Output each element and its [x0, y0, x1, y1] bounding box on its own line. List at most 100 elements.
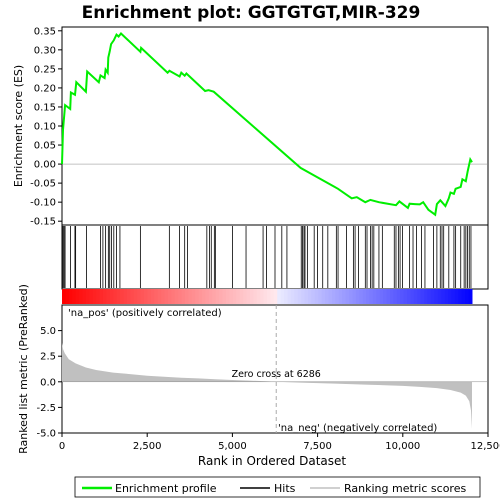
colorbar-segment [451, 289, 456, 304]
colorbar-segment [85, 289, 90, 304]
es-y-tick-label: -0.10 [30, 198, 56, 209]
colorbar-segment [318, 289, 323, 304]
pos-correlated-label: 'na_pos' (positively correlated) [68, 308, 222, 319]
colorbar-segment [342, 289, 347, 304]
colorbar-segment [75, 289, 80, 304]
colorbar-segment [202, 289, 206, 304]
colorbar-segment [304, 289, 309, 304]
colorbar-segment [448, 289, 452, 304]
colorbar-segment [236, 289, 241, 304]
colorbar-segment [96, 289, 101, 304]
colorbar-segment [314, 289, 319, 304]
colorbar-segment [280, 289, 285, 304]
colorbar-segment [116, 289, 121, 304]
colorbar-segment [366, 289, 370, 304]
colorbar-segment [338, 289, 343, 304]
colorbar-segment [249, 289, 254, 304]
colorbar-segment [120, 289, 124, 304]
metric-y-label: Ranked list metric (PreRanked) [17, 284, 30, 454]
colorbar-segment [239, 289, 244, 304]
colorbar-segment [331, 289, 336, 304]
colorbar-segment [140, 289, 145, 304]
x-tick-label: 5,000 [218, 441, 247, 452]
colorbar-segment [468, 289, 473, 304]
colorbar-segment [92, 289, 97, 304]
colorbar-segment [335, 289, 340, 304]
colorbar-segment [325, 289, 329, 304]
colorbar-segment [253, 289, 258, 304]
colorbar-segment [225, 289, 230, 304]
colorbar-segment [444, 289, 449, 304]
colorbar-segment [167, 289, 172, 304]
colorbar-segment [420, 289, 425, 304]
colorbar-segment [461, 289, 466, 304]
colorbar-segment [441, 289, 446, 304]
colorbar-segment [106, 289, 111, 304]
colorbar-segment [417, 289, 422, 304]
colorbar-segment [369, 289, 374, 304]
colorbar-segment [403, 289, 408, 304]
colorbar-segment [208, 289, 213, 304]
colorbar-segment [89, 289, 94, 304]
colorbar-segment [430, 289, 435, 304]
metric-y-tick-label: -2.5 [36, 403, 56, 414]
colorbar-segment [362, 289, 367, 304]
colorbar-segment [62, 289, 66, 304]
colorbar-segment [72, 289, 77, 304]
x-axis-label: Rank in Ordered Dataset [198, 454, 346, 468]
colorbar-segment [359, 289, 364, 304]
es-y-tick-label: -0.15 [30, 217, 56, 228]
colorbar-segment [184, 289, 189, 304]
metric-panel [61, 304, 489, 434]
es-y-tick-label: 0.00 [34, 160, 56, 171]
colorbar-segment [188, 289, 193, 304]
colorbar-segment [99, 289, 104, 304]
colorbar-segment [328, 289, 333, 304]
colorbar-segment [434, 289, 439, 304]
colorbar-segment [150, 289, 155, 304]
es-panel [61, 26, 489, 226]
colorbar-segment [212, 289, 217, 304]
colorbar-segment [427, 289, 432, 304]
colorbar-segment [372, 289, 377, 304]
legend-es-label: Enrichment profile [115, 482, 217, 495]
colorbar-segment [126, 289, 131, 304]
colorbar-segment [294, 289, 299, 304]
es-y-tick-label: 0.25 [34, 64, 56, 75]
es-y-tick-label: 0.10 [34, 122, 56, 133]
colorbar-segment [82, 289, 87, 304]
colorbar-segment [458, 289, 463, 304]
colorbar-segment [383, 289, 388, 304]
colorbar-segment [355, 289, 360, 304]
colorbar-segment [79, 289, 83, 304]
colorbar-segment [243, 289, 247, 304]
metric-y-tick-label: 2.5 [40, 352, 56, 363]
es-curve [61, 32, 473, 217]
colorbar-segment [376, 289, 381, 304]
colorbar-segment [195, 289, 200, 304]
legend-hits-label: Hits [274, 482, 296, 495]
colorbar-segment [284, 289, 288, 304]
colorbar-segment [396, 289, 401, 304]
es-y-tick-label: 0.20 [34, 83, 56, 94]
colorbar-segment [290, 289, 295, 304]
colorbar-segment [424, 289, 429, 304]
colorbar-segment [321, 289, 326, 304]
x-tick-label: 12,500 [471, 441, 500, 452]
x-tick-label: 2,500 [133, 441, 162, 452]
colorbar-segment [407, 289, 411, 304]
neg-correlated-label: 'na_neg' (negatively correlated) [278, 423, 437, 434]
colorbar-segment [410, 289, 415, 304]
colorbar-segment [413, 289, 418, 304]
colorbar-segment [287, 289, 292, 304]
es-y-axis: 0.35 0.30 0.25 0.20 0.15 0.10 0.05 0.00 -0.05 -0.… [30, 26, 62, 228]
colorbar-segment [102, 289, 107, 304]
colorbar-segment [307, 289, 312, 304]
colorbar-segment [130, 289, 135, 304]
es-y-tick-label: 0.05 [34, 141, 56, 152]
colorbar-segment [273, 289, 278, 304]
colorbar-segment [68, 289, 73, 304]
legend [74, 476, 481, 498]
metric-y-tick-label: 5.0 [40, 326, 56, 337]
